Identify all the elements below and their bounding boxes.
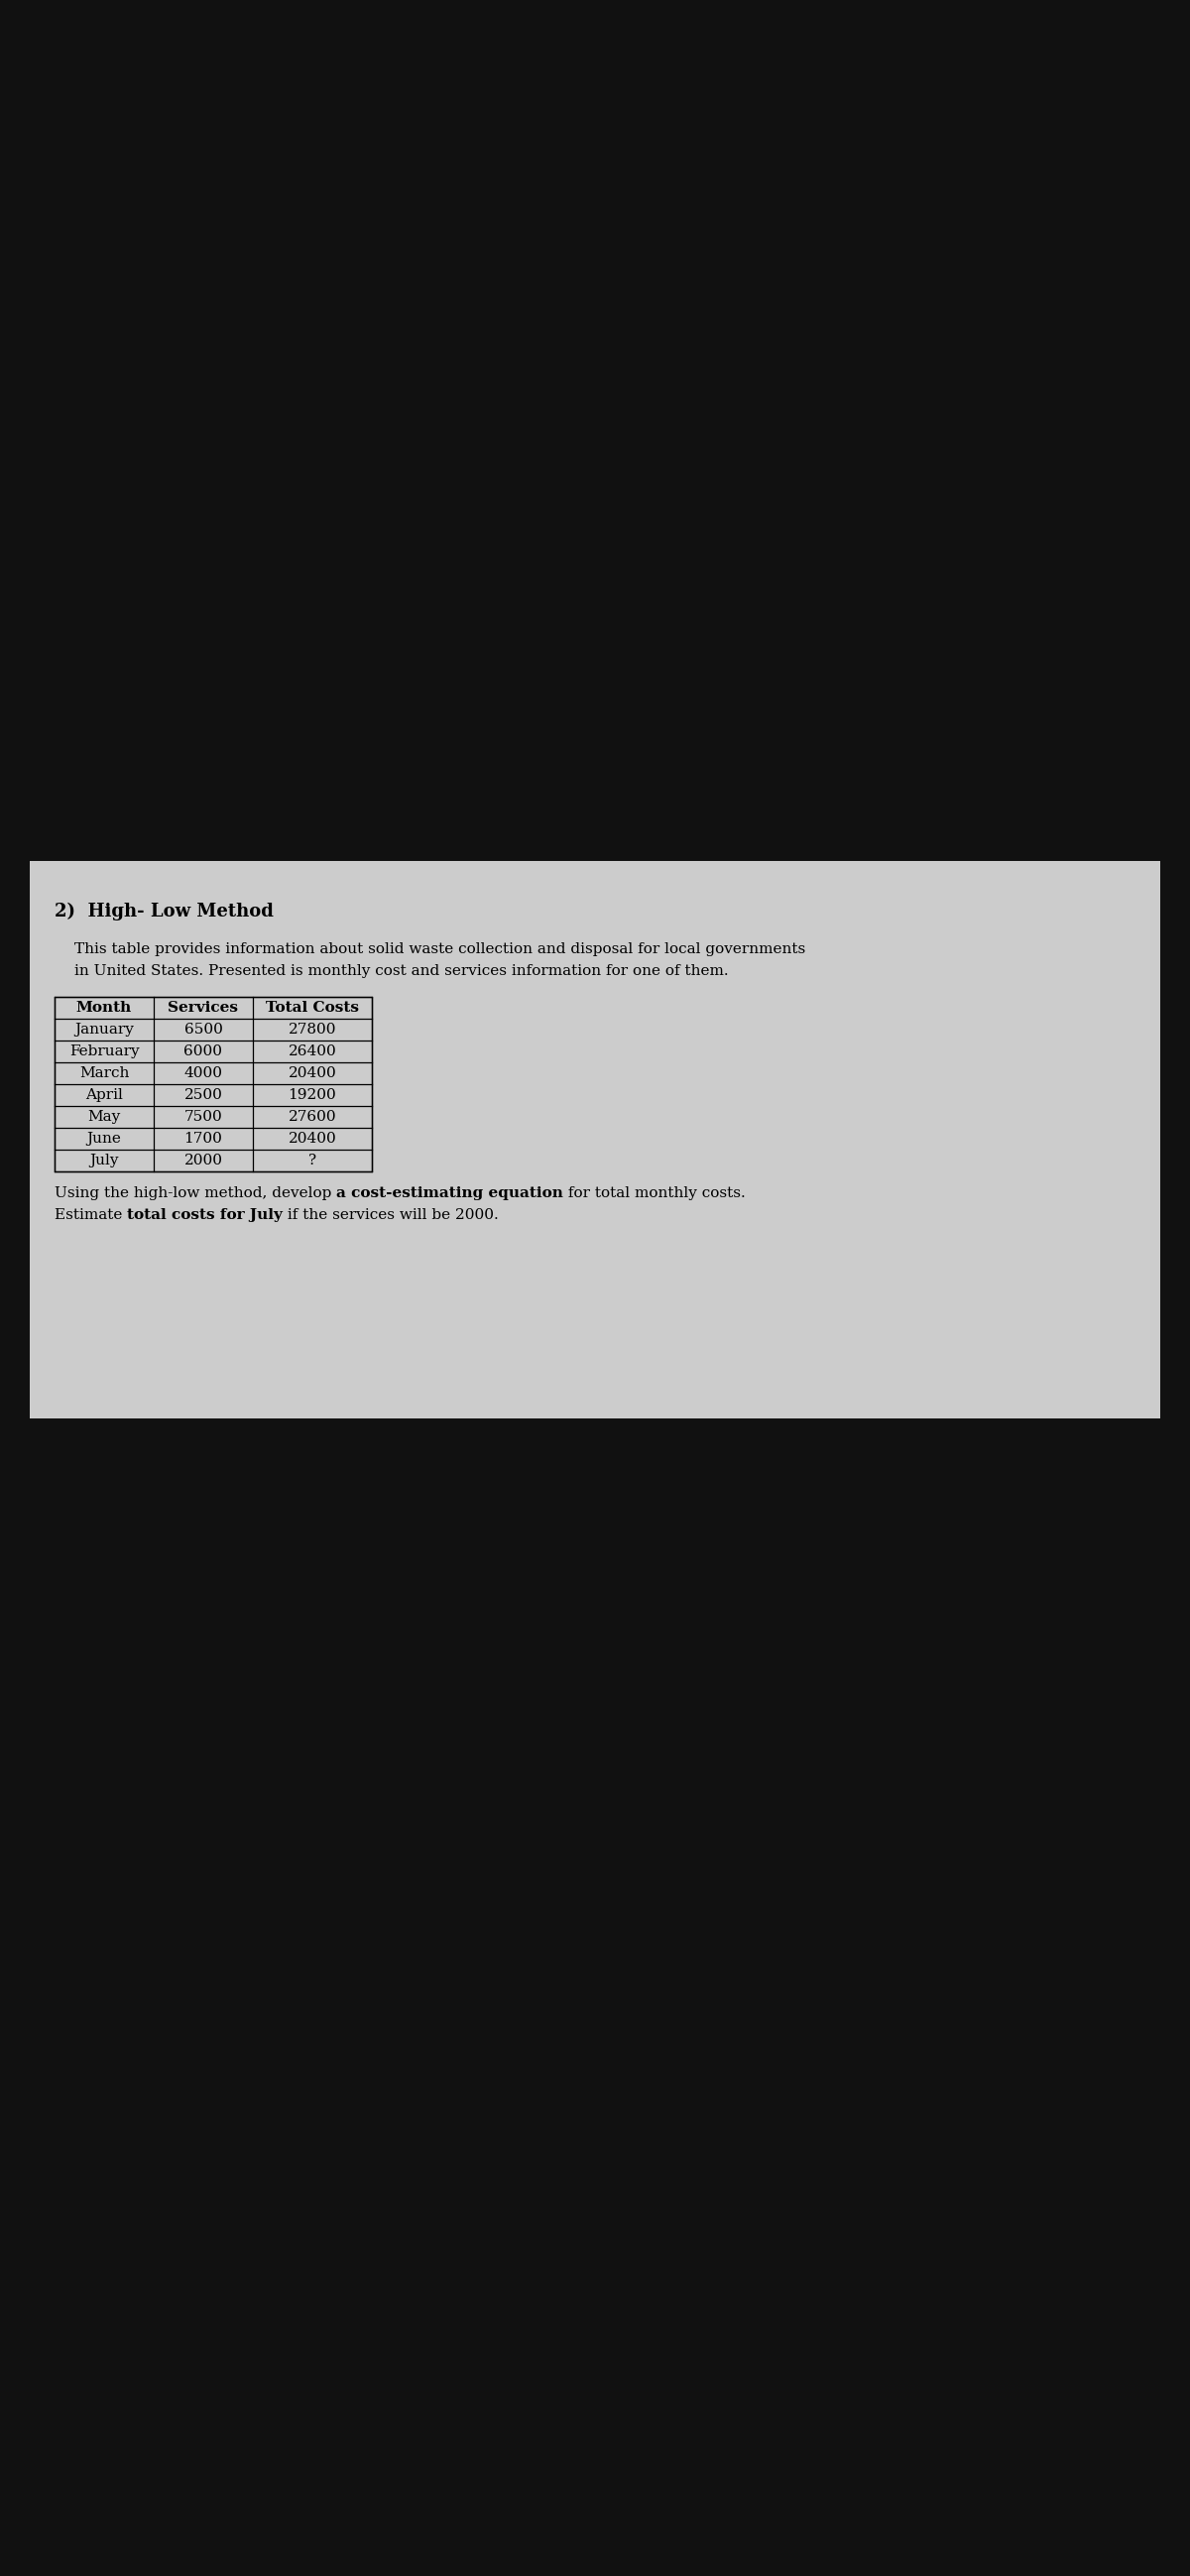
- Text: Services: Services: [168, 1002, 238, 1015]
- Text: July: July: [89, 1154, 119, 1167]
- Text: 2500: 2500: [184, 1087, 223, 1103]
- Text: Using the high-low method, develop: Using the high-low method, develop: [55, 1188, 337, 1200]
- Text: Month: Month: [76, 1002, 132, 1015]
- Text: 20400: 20400: [288, 1131, 337, 1146]
- Text: 27800: 27800: [288, 1023, 337, 1036]
- Text: if the services will be 2000.: if the services will be 2000.: [283, 1208, 499, 1221]
- Text: ?: ?: [308, 1154, 317, 1167]
- Text: 2000: 2000: [184, 1154, 223, 1167]
- Text: 6500: 6500: [184, 1023, 223, 1036]
- Text: This table provides information about solid waste collection and disposal for lo: This table provides information about so…: [74, 943, 806, 956]
- Text: 6000: 6000: [184, 1043, 223, 1059]
- Text: 27600: 27600: [288, 1110, 337, 1123]
- Text: January: January: [75, 1023, 133, 1036]
- Text: 7500: 7500: [184, 1110, 223, 1123]
- Text: June: June: [87, 1131, 121, 1146]
- Text: in United States. Presented is monthly cost and services information for one of : in United States. Presented is monthly c…: [74, 963, 728, 979]
- Text: Estimate: Estimate: [55, 1208, 127, 1221]
- Text: March: March: [80, 1066, 129, 1079]
- Text: April: April: [86, 1087, 123, 1103]
- Text: 2)  High- Low Method: 2) High- Low Method: [55, 902, 274, 920]
- Text: 1700: 1700: [184, 1131, 223, 1146]
- Text: total costs for July: total costs for July: [127, 1208, 283, 1221]
- Text: 19200: 19200: [288, 1087, 337, 1103]
- Text: Total Costs: Total Costs: [265, 1002, 359, 1015]
- Bar: [30, 860, 1160, 1419]
- Text: 4000: 4000: [184, 1066, 223, 1079]
- Text: a cost-estimating equation: a cost-estimating equation: [337, 1188, 563, 1200]
- Text: for total monthly costs.: for total monthly costs.: [563, 1188, 746, 1200]
- Text: February: February: [69, 1043, 139, 1059]
- Text: 26400: 26400: [288, 1043, 337, 1059]
- Text: 20400: 20400: [288, 1066, 337, 1079]
- Text: May: May: [88, 1110, 120, 1123]
- Bar: [55, 997, 371, 1172]
